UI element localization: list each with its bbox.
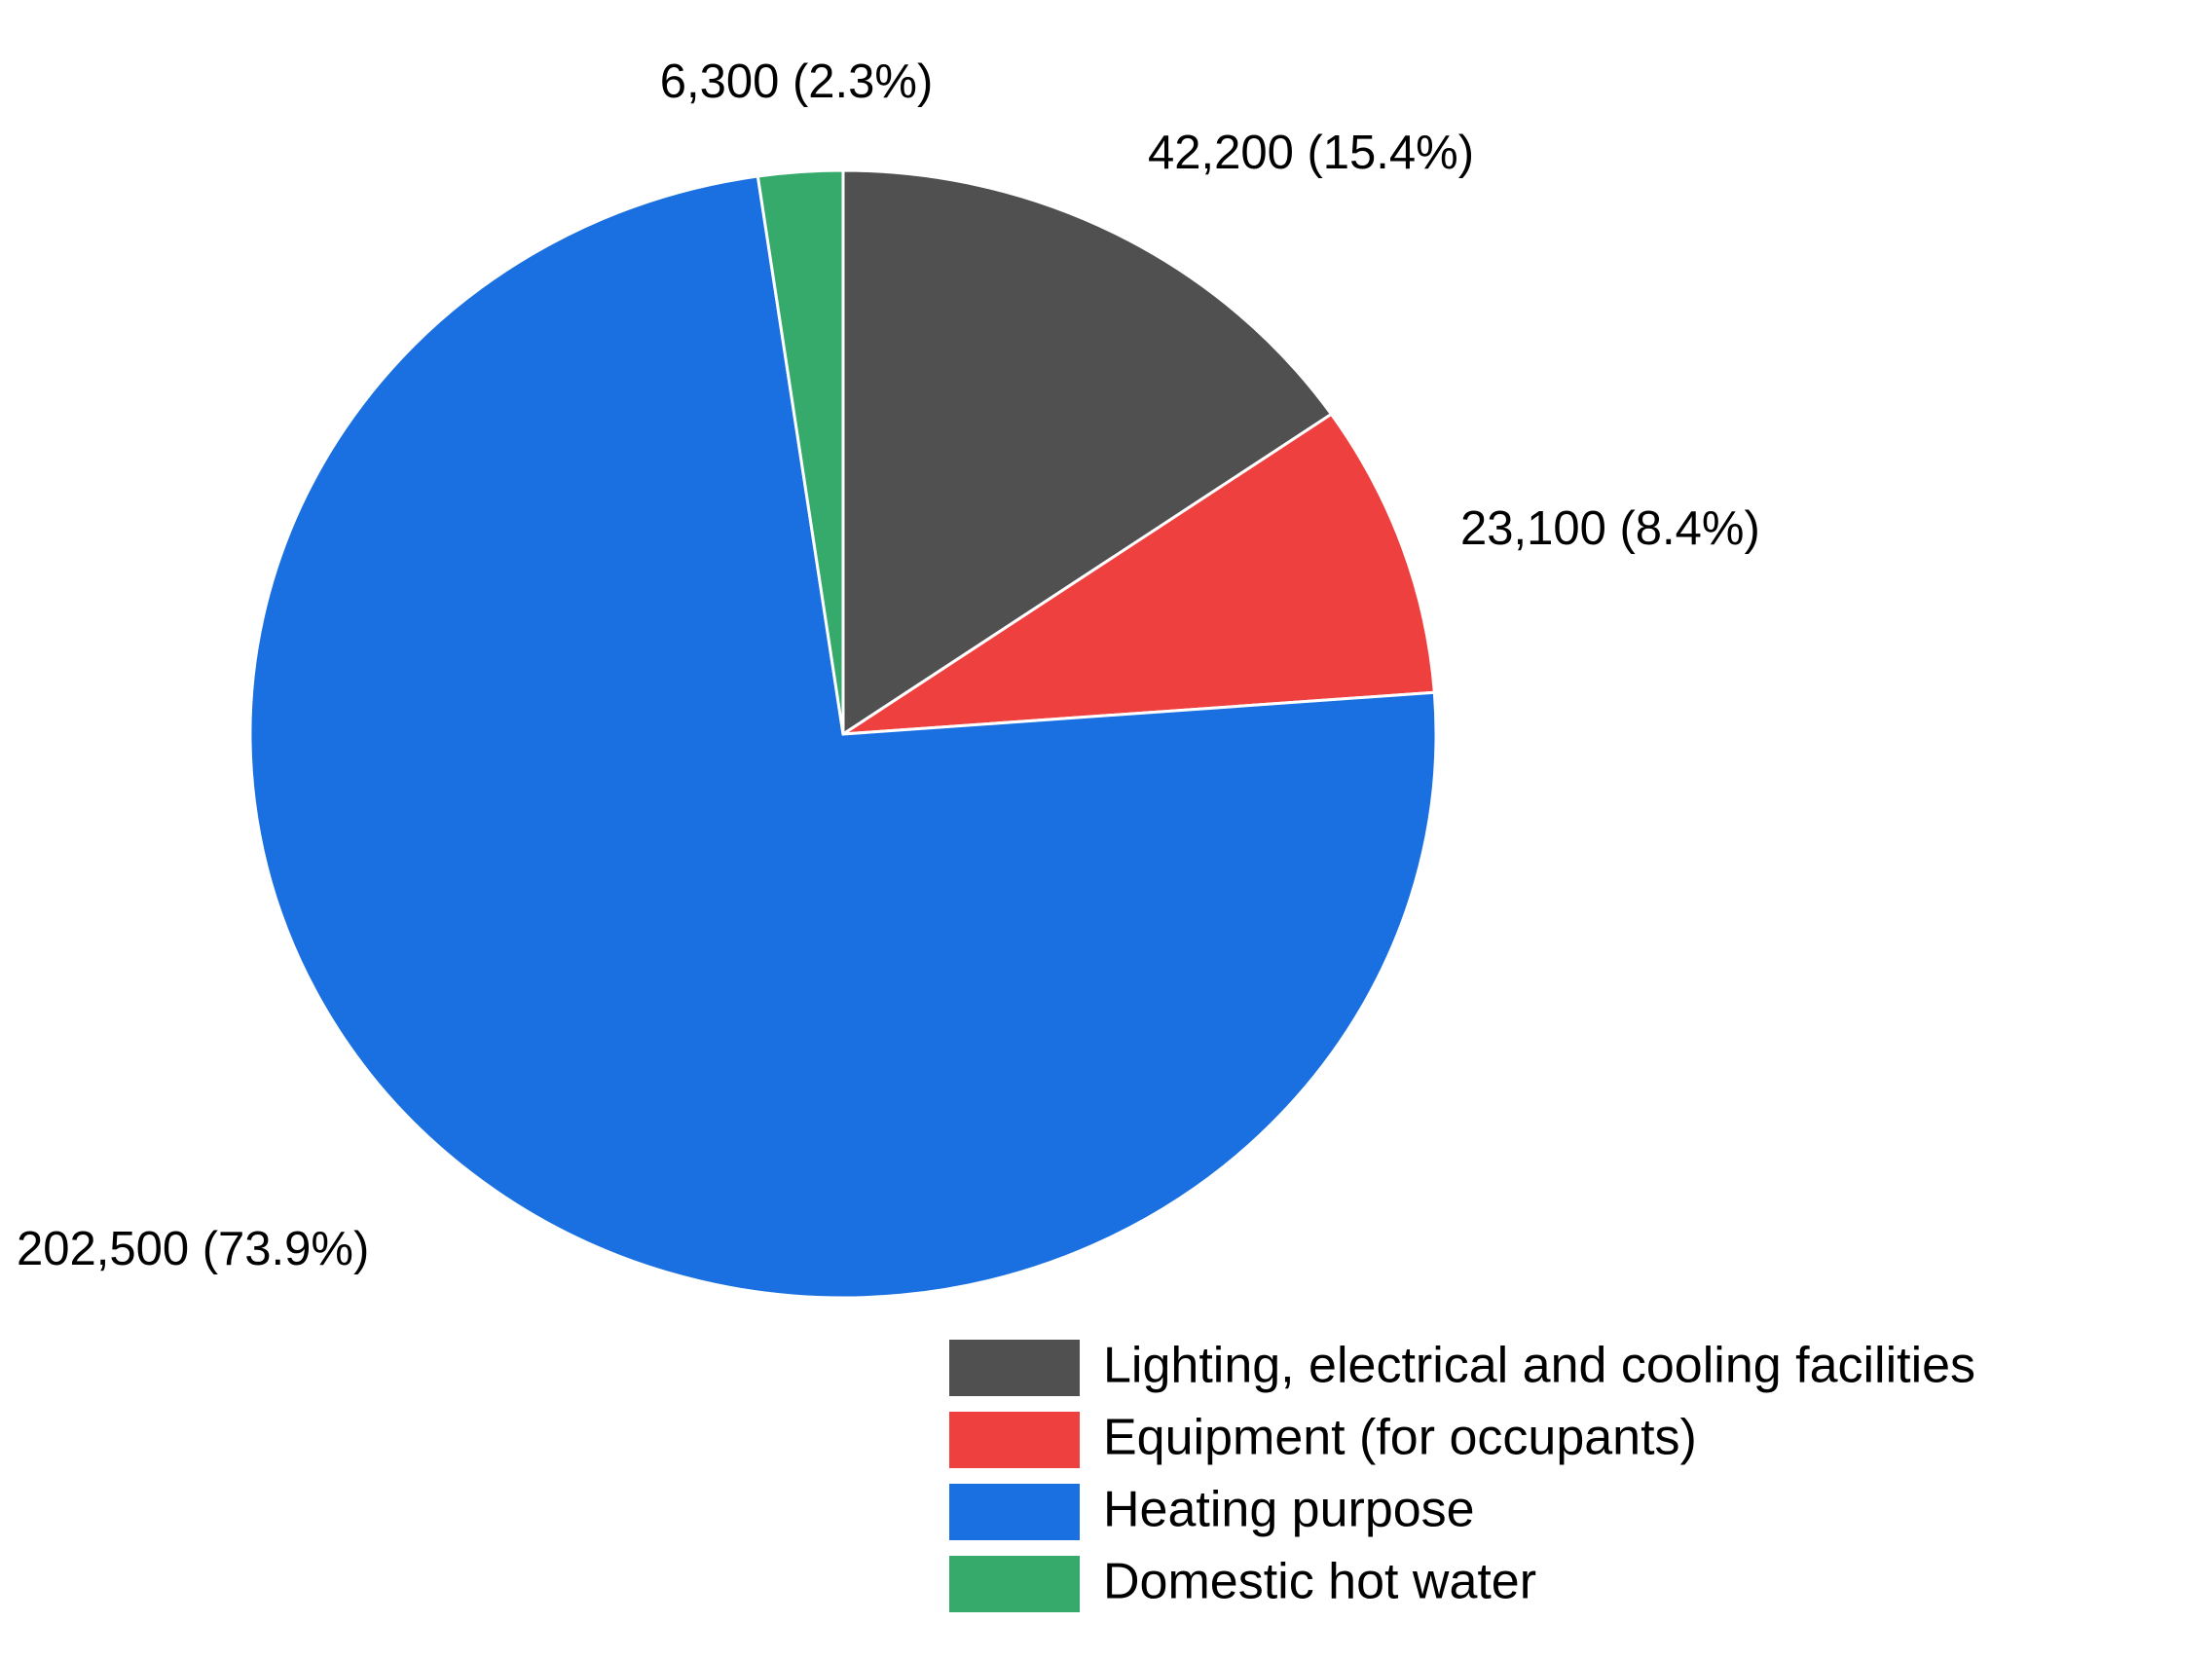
legend-label: Equipment (for occupants) xyxy=(1103,1410,1697,1466)
legend-label: Heating purpose xyxy=(1103,1482,1475,1538)
data-label: 23,100 (8.4%) xyxy=(1460,502,1760,555)
pie-slice xyxy=(248,174,1438,1300)
data-label: 202,500 (73.9%) xyxy=(17,1223,369,1275)
pie-slice xyxy=(841,168,1334,737)
pie-slice xyxy=(756,168,845,735)
data-label: 42,200 (15.4%) xyxy=(1148,127,1474,179)
pie-slice xyxy=(837,412,1436,736)
legend-label: Domestic hot water xyxy=(1103,1554,1536,1610)
legend-swatch xyxy=(949,1556,1080,1612)
legend-label: Lighting, electrical and cooling facilit… xyxy=(1103,1338,1975,1394)
legend-swatch xyxy=(949,1412,1080,1468)
data-label: 6,300 (2.3%) xyxy=(660,55,934,108)
legend-swatch xyxy=(949,1484,1080,1540)
legend-swatch xyxy=(949,1340,1080,1396)
